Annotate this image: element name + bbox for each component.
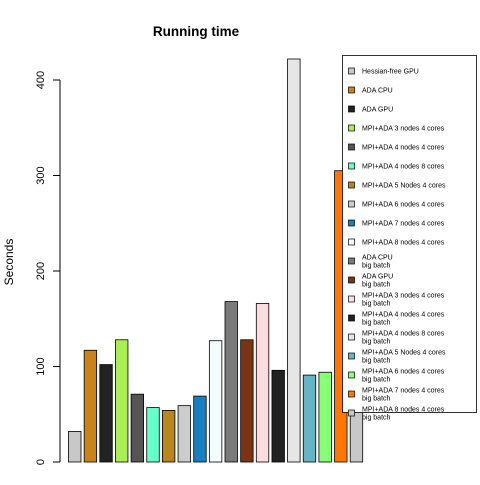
bar-12 (240, 339, 254, 463)
legend-label-5: MPI+ADA 4 nodes 4 cores (362, 145, 445, 152)
legend-swatch-15 (348, 333, 355, 341)
legend-label-9: MPI+ADA 7 nodes 4 cores (362, 221, 445, 228)
legend-swatch-18 (348, 390, 355, 398)
bar-1 (68, 431, 82, 463)
legend-label-15: MPI+ADA 4 nodes 8 cores big batch (362, 331, 445, 346)
legend-label-4: MPI+ADA 3 nodes 4 cores (362, 126, 445, 133)
legend-box (342, 55, 477, 413)
legend-label-7: MPI+ADA 5 Nodes 4 cores (362, 183, 446, 190)
legend-label-12: ADA GPU big batch (362, 274, 393, 289)
y-axis-label: Seconds (2, 239, 16, 286)
bar-8 (177, 405, 191, 463)
legend-swatch-9 (348, 219, 355, 227)
y-tick-label: 100 (35, 357, 47, 375)
y-axis: 0 100 200 300 400 (35, 71, 61, 465)
legend-label-18: MPI+ADA 7 nodes 4 cores big batch (362, 388, 445, 403)
legend-label-11: ADA CPU big batch (362, 255, 393, 270)
legend-swatch-1 (348, 67, 355, 75)
legend-swatch-4 (348, 124, 355, 132)
legend-swatch-10 (348, 238, 355, 246)
bar-9 (193, 395, 207, 463)
legend-label-8: MPI+ADA 6 nodes 4 cores (362, 202, 445, 209)
legend-label-2: ADA CPU (362, 88, 393, 95)
legend-swatch-3 (348, 105, 355, 113)
legend: Hessian-free GPU ADA CPU ADA GPU MPI+ADA 3 … (342, 55, 477, 422)
legend-label-13: MPI+ADA 3 nodes 4 cores big batch (362, 293, 445, 308)
bar-17 (318, 371, 332, 463)
bars (68, 58, 364, 463)
bar-3 (99, 364, 113, 463)
legend-swatch-14 (348, 314, 355, 322)
bar-5 (130, 393, 145, 463)
legend-swatch-11 (348, 257, 355, 265)
legend-swatch-19 (348, 409, 355, 417)
legend-label-1: Hessian-free GPU (362, 69, 419, 76)
y-tick-label: 400 (35, 71, 47, 89)
y-tick-label: 300 (35, 166, 47, 184)
bar-2 (83, 349, 98, 463)
bar-16 (302, 374, 317, 463)
bar-6 (146, 407, 160, 463)
legend-swatch-12 (348, 276, 355, 284)
legend-swatch-17 (348, 371, 355, 379)
legend-label-14: MPI+ADA 4 nodes 4 cores big batch (362, 312, 445, 327)
bar-11 (224, 301, 238, 463)
chart-title: Running time (153, 24, 240, 39)
legend-swatch-13 (348, 295, 355, 303)
legend-label-3: ADA GPU (362, 107, 393, 114)
bar-10 (208, 340, 223, 463)
legend-swatch-8 (348, 200, 355, 208)
legend-swatch-5 (348, 143, 355, 151)
legend-swatch-16 (348, 352, 355, 360)
bar-15 (287, 58, 301, 463)
bar-13 (255, 303, 270, 463)
y-tick-label: 200 (35, 262, 47, 280)
legend-label-19: MPI+ADA 8 nodes 4 cores big batch (362, 407, 445, 422)
legend-swatch-2 (348, 86, 355, 94)
bar-14 (271, 369, 285, 463)
legend-label-10: MPI+ADA 8 nodes 4 cores (362, 240, 445, 247)
legend-swatch-7 (348, 181, 355, 189)
y-tick-label: 0 (35, 459, 47, 465)
legend-swatch-6 (348, 162, 355, 170)
legend-label-16: MPI+ADA 5 Nodes 4 cores big batch (362, 350, 446, 365)
bar-4 (115, 339, 129, 463)
legend-label-17: MPI+ADA 6 nodes 4 cores big batch (362, 369, 445, 384)
bar-7 (161, 410, 176, 463)
legend-label-6: MPI+ADA 4 nodes 8 cores (362, 164, 445, 171)
